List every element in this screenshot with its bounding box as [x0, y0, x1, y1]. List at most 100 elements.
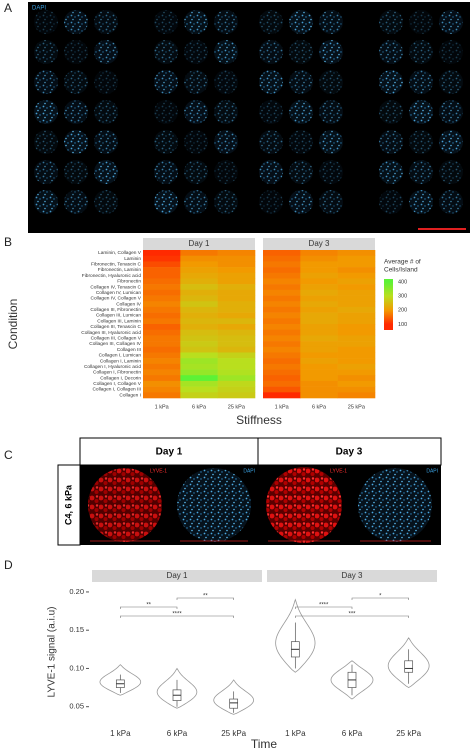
heat-cell: [300, 369, 338, 376]
y-tick-label: Collagen IV, Collagen V: [91, 296, 142, 302]
y-tick-label: Collagen I, Collagen III: [92, 387, 141, 393]
heat-cell: [217, 380, 256, 387]
stained-island: [358, 468, 432, 542]
heat-cell: [337, 386, 376, 393]
island: [154, 40, 178, 64]
y-tick-label: 0.15: [69, 625, 84, 634]
island: [184, 160, 208, 184]
heat-cell: [217, 329, 256, 336]
significance-label: ****: [319, 603, 329, 609]
facet-title: Day 1: [167, 571, 188, 580]
heat-cell: [337, 363, 376, 370]
heat-cell: [143, 346, 181, 353]
y-tick-label: 0.20: [69, 587, 84, 596]
heat-cell: [143, 329, 181, 336]
island: [184, 100, 208, 124]
heat-cell: [180, 284, 218, 291]
heat-cell: [217, 255, 256, 262]
significance-bracket: [295, 606, 353, 609]
island: [289, 70, 313, 94]
island: [214, 100, 238, 124]
heat-cell: [300, 392, 338, 399]
heat-cell: [337, 329, 376, 336]
island: [34, 130, 58, 154]
heat-cell: [143, 289, 181, 296]
heat-cell: [337, 352, 376, 359]
heat-cell: [217, 318, 256, 325]
x-tick-label: 25 kPa: [228, 404, 246, 410]
colorbar-label: 200: [398, 308, 407, 314]
heat-cell: [180, 255, 218, 262]
heat-cell: [217, 267, 256, 274]
significance-label: *: [379, 594, 382, 600]
facet-header: [263, 238, 375, 250]
heat-cell: [263, 352, 301, 359]
y-tick-label: Fibronectin: [117, 279, 141, 285]
heat-cell: [337, 306, 376, 313]
island: [184, 130, 208, 154]
heat-cell: [180, 250, 218, 256]
y-tick-label: Collagen III, Collagen V: [91, 335, 142, 341]
heat-cell: [143, 341, 181, 348]
heat-cell: [300, 324, 338, 330]
x-tick-label: 1 kPa: [155, 404, 170, 410]
facet-header: [143, 238, 255, 250]
island: [214, 130, 238, 154]
y-axis-title: Condition: [6, 299, 20, 350]
x-tick-label: 1 kPa: [110, 729, 131, 738]
heat-cell: [143, 301, 181, 308]
x-tick-label: 6 kPa: [342, 729, 363, 738]
heat-cell: [337, 255, 376, 262]
island: [379, 160, 403, 184]
heat-cell: [180, 329, 218, 336]
heat-cell: [337, 289, 376, 296]
colorbar-label: 100: [398, 322, 407, 328]
y-tick-label: Laminin: [124, 256, 141, 262]
heat-cell: [300, 284, 338, 291]
heat-cell: [217, 358, 256, 365]
heat-cell: [217, 295, 256, 302]
heat-cell: [180, 318, 218, 325]
heat-cell: [337, 358, 376, 365]
y-tick-label: Laminin, Collagen V: [98, 250, 142, 256]
significance-bracket: [120, 606, 178, 609]
y-tick-label: Collagen III, Laminin: [97, 318, 141, 324]
x-tick-label: 1 kPa: [275, 404, 290, 410]
island: [94, 10, 118, 34]
island: [34, 70, 58, 94]
heat-cell: [300, 335, 338, 342]
island: [64, 40, 88, 64]
heat-cell: [300, 318, 338, 325]
island: [409, 130, 433, 154]
island: [289, 190, 313, 214]
heat-cell: [143, 255, 181, 262]
y-tick-label: 0.05: [69, 702, 84, 711]
island: [289, 10, 313, 34]
heat-cell: [300, 312, 338, 319]
heat-cell: [263, 272, 301, 279]
island: [409, 190, 433, 214]
heat-cell: [337, 369, 376, 376]
island: [319, 160, 343, 184]
micrograph-array: [28, 2, 470, 233]
heat-cell: [263, 284, 301, 291]
colorbar-label: 400: [398, 279, 407, 285]
colorbar-label: 300: [398, 293, 407, 299]
heat-cell: [180, 392, 218, 399]
island: [94, 160, 118, 184]
heat-cell: [143, 267, 181, 274]
island: [154, 160, 178, 184]
heat-cell: [143, 375, 181, 382]
heat-cell: [180, 380, 218, 387]
island: [409, 160, 433, 184]
heat-cell: [143, 392, 181, 399]
island: [289, 130, 313, 154]
heat-cell: [180, 324, 218, 330]
heat-cell: [300, 341, 338, 348]
island: [64, 190, 88, 214]
island: [319, 10, 343, 34]
stain-label: DAPI: [426, 468, 438, 474]
y-tick-label: Collagen I, Decorin: [100, 375, 141, 381]
island: [259, 190, 283, 214]
island: [184, 40, 208, 64]
